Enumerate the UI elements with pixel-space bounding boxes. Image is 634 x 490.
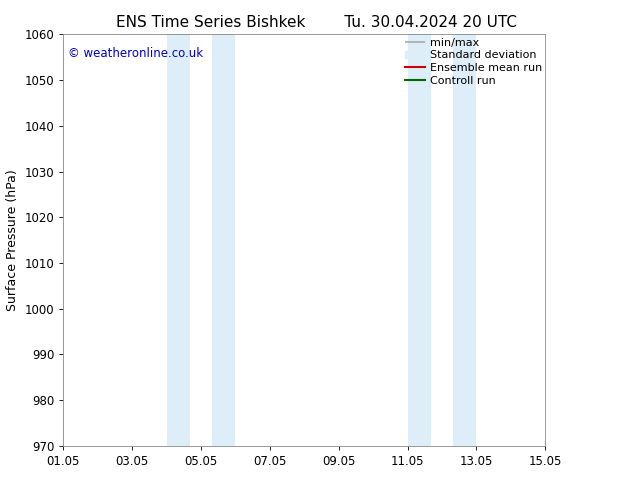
Legend: min/max, Standard deviation, Ensemble mean run, Controll run: min/max, Standard deviation, Ensemble me… [405, 38, 542, 86]
Text: © weatheronline.co.uk: © weatheronline.co.uk [68, 47, 204, 60]
Bar [408, 34, 430, 446]
Text: ENS Time Series Bishkek        Tu. 30.04.2024 20 UTC: ENS Time Series Bishkek Tu. 30.04.2024 2… [117, 15, 517, 30]
Y-axis label: Surface Pressure (hPa): Surface Pressure (hPa) [6, 169, 19, 311]
Bar [453, 34, 476, 446]
Bar [212, 34, 235, 446]
Bar [167, 34, 190, 446]
